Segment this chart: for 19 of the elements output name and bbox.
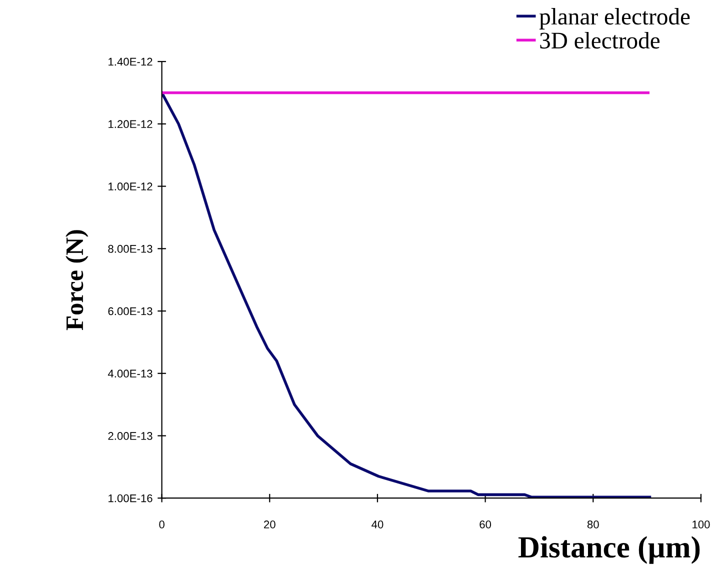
y-tick-label: 1.20E-12 [108, 120, 152, 128]
x-tick-label: 100 [692, 520, 710, 528]
y-axis-title: Force (N) [66, 230, 88, 330]
y-tick-label: 4.00E-13 [108, 370, 152, 378]
x-tick-label: 60 [480, 520, 492, 528]
line-series [162, 91, 652, 498]
y-tick-label: 1.00E-16 [108, 494, 152, 502]
y-tick-label: 8.00E-13 [108, 244, 152, 253]
y-tick-label: 1.40E-12 [108, 58, 152, 66]
legend-label: planar electrode [539, 8, 690, 30]
x-tick-label: 40 [372, 520, 384, 528]
y-tick-label: 2.00E-13 [108, 432, 152, 440]
y-tick-label: 6.00E-13 [108, 307, 152, 316]
x-axis-title: Distance (µm) [518, 536, 700, 564]
x-tick-label: 0 [159, 520, 164, 528]
x-tick-label: 20 [264, 520, 276, 528]
x-tick-label: 80 [587, 520, 599, 528]
y-tick-label: 1.00E-12 [108, 182, 152, 190]
legend-label: 3D electrode [540, 32, 660, 49]
